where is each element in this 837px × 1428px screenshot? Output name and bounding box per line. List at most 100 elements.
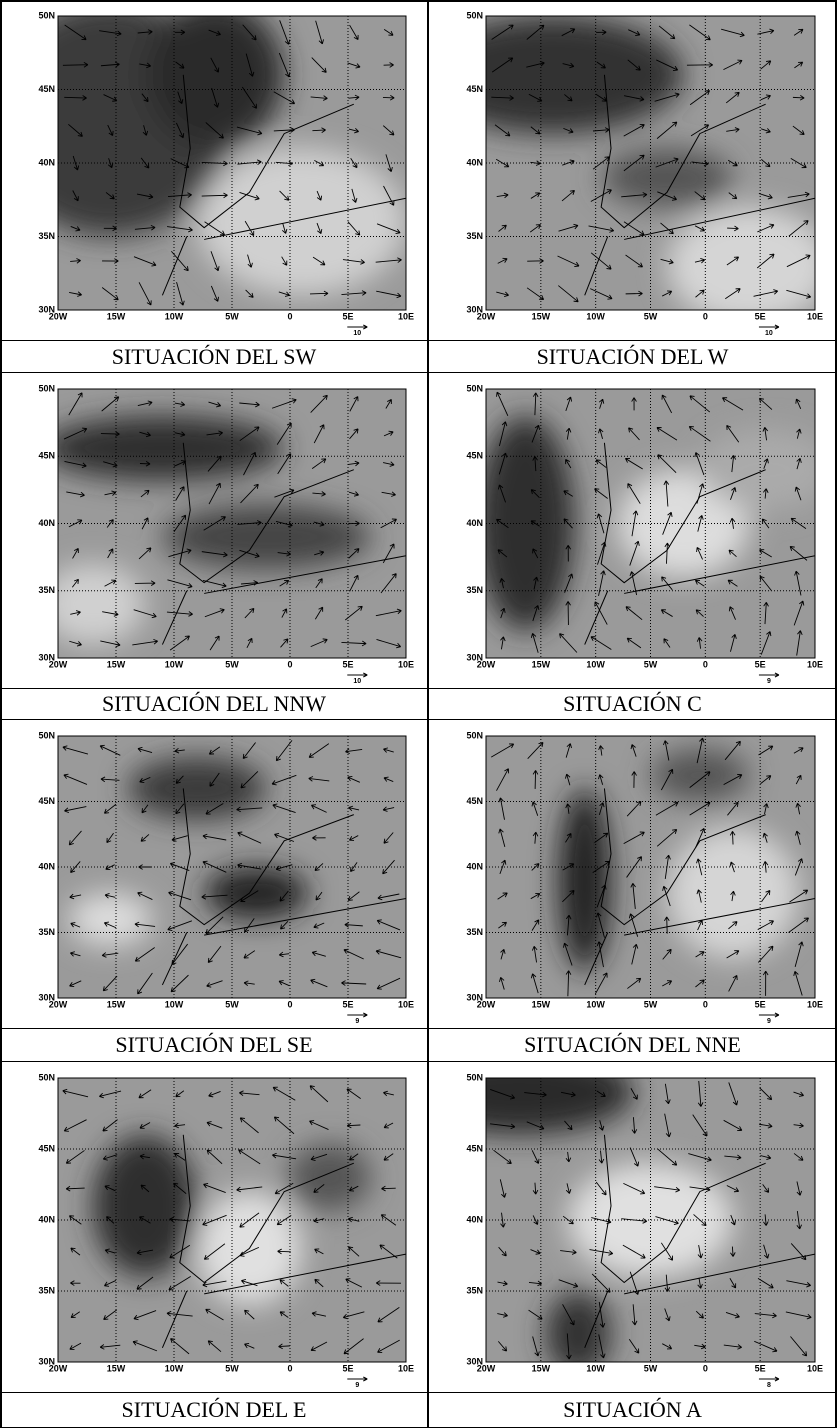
lon-label: 5W [225,999,239,1009]
lon-label: 5W [644,1363,658,1373]
shading [428,16,831,325]
lon-label: 10W [586,999,605,1009]
lon-label: 15W [532,1363,551,1373]
scale-label: 10 [353,678,361,685]
lat-label: 35N [38,231,55,241]
shade-blob [162,505,371,570]
shade-blob [288,1143,372,1211]
lon-label: 15W [532,659,551,669]
lon-label: 5E [342,659,353,669]
lon-label: 15W [107,1363,126,1373]
lat-label: 45N [466,796,483,806]
lon-label: 10W [586,1363,605,1373]
lon-label: 10W [586,659,605,669]
shade-blob [428,16,683,134]
lon-label: 5W [225,659,239,669]
shade-blob [128,757,267,820]
lon-label: 20W [49,659,68,669]
map: 50N45N40N35N30N20W15W10W5W05E10E10 [0,0,428,340]
lon-label: 15W [532,999,551,1009]
lat-label: 35N [466,1285,483,1295]
lon-label: 10E [807,999,823,1009]
lat-label: 40N [466,1214,483,1224]
map: 50N45N40N35N30N20W15W10W5W05E10E10 [0,373,428,688]
scale-arrow [759,1013,779,1017]
lon-label: 10W [165,1363,184,1373]
lat-label: 45N [466,1143,483,1153]
map: 50N45N40N35N30N20W15W10W5W05E10E9 [0,1062,428,1392]
scale-arrow [759,325,779,329]
lon-label: 5E [342,311,353,321]
lat-label: 35N [38,927,55,937]
scale-arrow [347,673,367,677]
map-cell: 50N45N40N35N30N20W15W10W5W05E10E10 [0,373,428,688]
lon-label: 10W [586,311,605,321]
shade-blob [667,828,799,959]
lat-label: 40N [38,1214,55,1224]
lon-label: 0 [287,999,292,1009]
lon-label: 20W [49,1363,68,1373]
lon-label: 10E [807,311,823,321]
lon-label: 10E [398,1363,414,1373]
shade-blob [204,867,308,919]
caption: SITUACIÓN DEL W [428,340,837,373]
map: 50N45N40N35N30N20W15W10W5W05E10E10 [428,0,837,340]
lon-label: 20W [477,1363,496,1373]
lon-label: 0 [703,311,708,321]
scale-label: 9 [767,678,771,685]
map-cell: 50N45N40N35N30N20W15W10W5W05E10E9 [0,1062,428,1392]
scale-label: 9 [355,1382,359,1389]
lon-label: 5W [644,659,658,669]
figure: 50N45N40N35N30N20W15W10W5W05E10E10SITUAC… [0,0,837,1428]
scale-label: 10 [353,330,361,337]
lat-label: 50N [466,383,483,393]
scale-arrow [759,1377,779,1381]
lon-label: 10W [165,311,184,321]
shade-blob [197,148,406,295]
caption: SITUACIÓN DEL E [0,1392,428,1428]
caption: SITUACIÓN DEL SW [0,340,428,373]
lon-label: 20W [477,311,496,321]
lon-label: 10W [165,999,184,1009]
caption: SITUACIÓN C [428,688,837,720]
scale-arrow [347,1013,367,1017]
lon-label: 10E [398,659,414,669]
lat-label: 50N [38,730,55,740]
map: 50N45N40N35N30N20W15W10W5W05E10E9 [428,373,837,688]
lon-label: 5E [342,999,353,1009]
lat-label: 35N [38,585,55,595]
lon-label: 10E [398,311,414,321]
map-cell: 50N45N40N35N30N20W15W10W5W05E10E8 [428,1062,837,1392]
lat-label: 50N [466,10,483,20]
lon-label: 0 [703,1363,708,1373]
scale-label: 9 [355,1018,359,1025]
lat-label: 40N [38,861,55,871]
lon-label: 5E [342,1363,353,1373]
lon-label: 5E [755,311,766,321]
caption: SITUACIÓN DEL SE [0,1028,428,1062]
lon-label: 5W [644,311,658,321]
lon-label: 20W [49,999,68,1009]
shading [0,1,406,310]
lat-label: 50N [466,730,483,740]
shading [476,389,831,658]
shade-blob [651,749,750,801]
lon-label: 0 [287,311,292,321]
lon-label: 15W [107,659,126,669]
lat-label: 45N [466,84,483,94]
lon-label: 5W [225,311,239,321]
lat-label: 50N [38,383,55,393]
lat-label: 50N [466,1072,483,1082]
lat-label: 35N [466,927,483,937]
shade-blob [145,1,284,148]
caption: SITUACIÓN DEL NNW [0,688,428,720]
lon-label: 15W [107,999,126,1009]
shade-blob [601,148,733,207]
lat-label: 50N [38,10,55,20]
map-cell: 50N45N40N35N30N20W15W10W5W05E10E9 [428,373,837,688]
lon-label: 5E [755,999,766,1009]
lon-label: 20W [477,659,496,669]
lon-label: 20W [477,999,496,1009]
